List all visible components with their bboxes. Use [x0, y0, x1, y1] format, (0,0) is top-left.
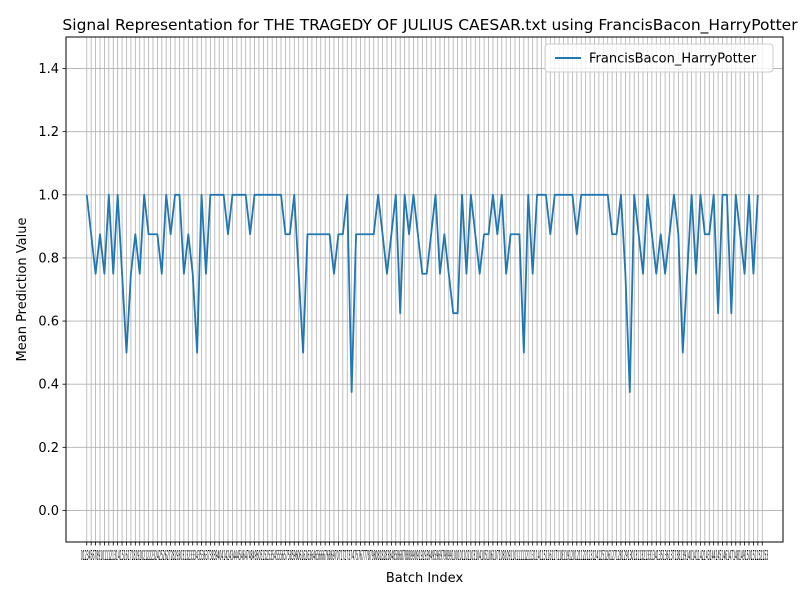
- y-tick-label: 0.6: [38, 315, 59, 330]
- series-layer: [85, 193, 759, 393]
- x-tick-labels: 0123456789101112131415161718192021222324…: [81, 549, 768, 564]
- legend: FrancisBacon_HarryPotter: [544, 43, 774, 73]
- chart-title: Signal Representation for THE TRAGEDY OF…: [62, 16, 798, 35]
- y-axis-label: Mean Prediction Value: [15, 218, 30, 362]
- x-axis-label: Batch Index: [386, 571, 464, 586]
- legend-box: [544, 43, 774, 73]
- x-axis-ticks: [86, 542, 763, 546]
- y-gridlines: [66, 68, 783, 511]
- y-axis-ticks: 0.0 0.2 0.4 0.6 0.8 1.0 1.2 1.4: [38, 62, 66, 519]
- legend-label: FrancisBacon_HarryPotter: [589, 52, 757, 67]
- plot-frame: [65, 36, 784, 543]
- y-tick-label: 0.0: [38, 504, 59, 519]
- y-tick-label: 0.4: [38, 378, 59, 393]
- series-line: [85, 193, 759, 393]
- y-tick-label: 1.2: [38, 125, 59, 140]
- y-tick-label: 0.8: [38, 251, 59, 266]
- y-tick-label: 0.2: [38, 441, 59, 456]
- y-tick-label: 1.4: [38, 62, 59, 77]
- y-tick-label: 1.0: [38, 188, 59, 203]
